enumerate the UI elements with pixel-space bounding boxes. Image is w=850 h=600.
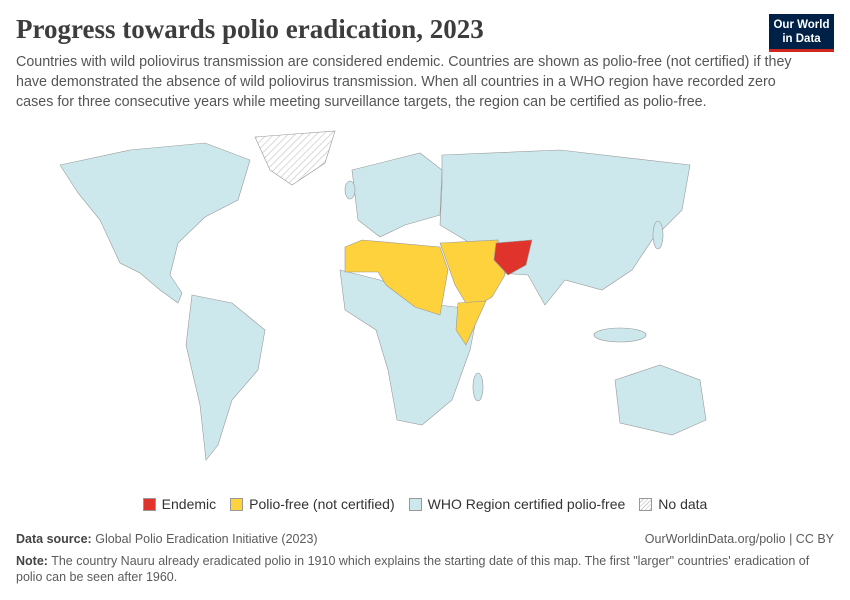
legend-label: WHO Region certified polio-free [427,496,626,512]
source: Data source: Global Polio Eradication In… [16,532,318,546]
legend: Endemic Polio-free (not certified) WHO Reg… [0,496,850,512]
region-north-africa [344,239,449,316]
legend-swatch [408,497,422,511]
region-madagascar [472,372,484,402]
region-greenland [254,130,336,186]
note-label: Note: [16,554,48,568]
legend-item[interactable]: Endemic [142,496,217,512]
region-north-america [59,142,251,304]
note-text: The country Nauru already eradicated pol… [16,554,810,584]
logo-text: in Data [782,33,821,45]
region-endemic [493,239,533,276]
region-middle-east [439,239,506,311]
legend-item[interactable]: No data [639,496,707,512]
legend-label: Polio-free (not certified) [249,496,395,512]
subtitle: Countries with wild poliovirus transmiss… [16,54,792,110]
legend-swatch [230,497,244,511]
legend-item[interactable]: Polio-free (not certified) [230,496,395,512]
logo-text: Our World [773,19,830,31]
region-uk [344,180,356,200]
region-australia [614,364,707,436]
region-indonesia [593,327,647,343]
logo[interactable]: Our World in Data [769,14,834,52]
legend-label: Endemic [161,496,217,512]
region-somalia [455,300,487,346]
region-japan [652,220,664,250]
url[interactable]: OurWorldinData.org/polio | CC BY [644,532,834,546]
legend-swatch [142,497,156,511]
legend-item[interactable]: WHO Region certified polio-free [408,496,626,512]
source-label: Data source: [16,532,92,546]
world-map [59,130,707,461]
region-south-america [185,294,266,461]
region-europe [351,152,443,238]
title: Progress towards polio eradication, 2023 [16,14,484,44]
legend-swatch [639,497,653,511]
source-text[interactable]: Global Polio Eradication Initiative (202… [95,532,318,546]
note: Note: The country Nauru already eradicat… [16,553,836,585]
legend-label: No data [658,496,708,512]
